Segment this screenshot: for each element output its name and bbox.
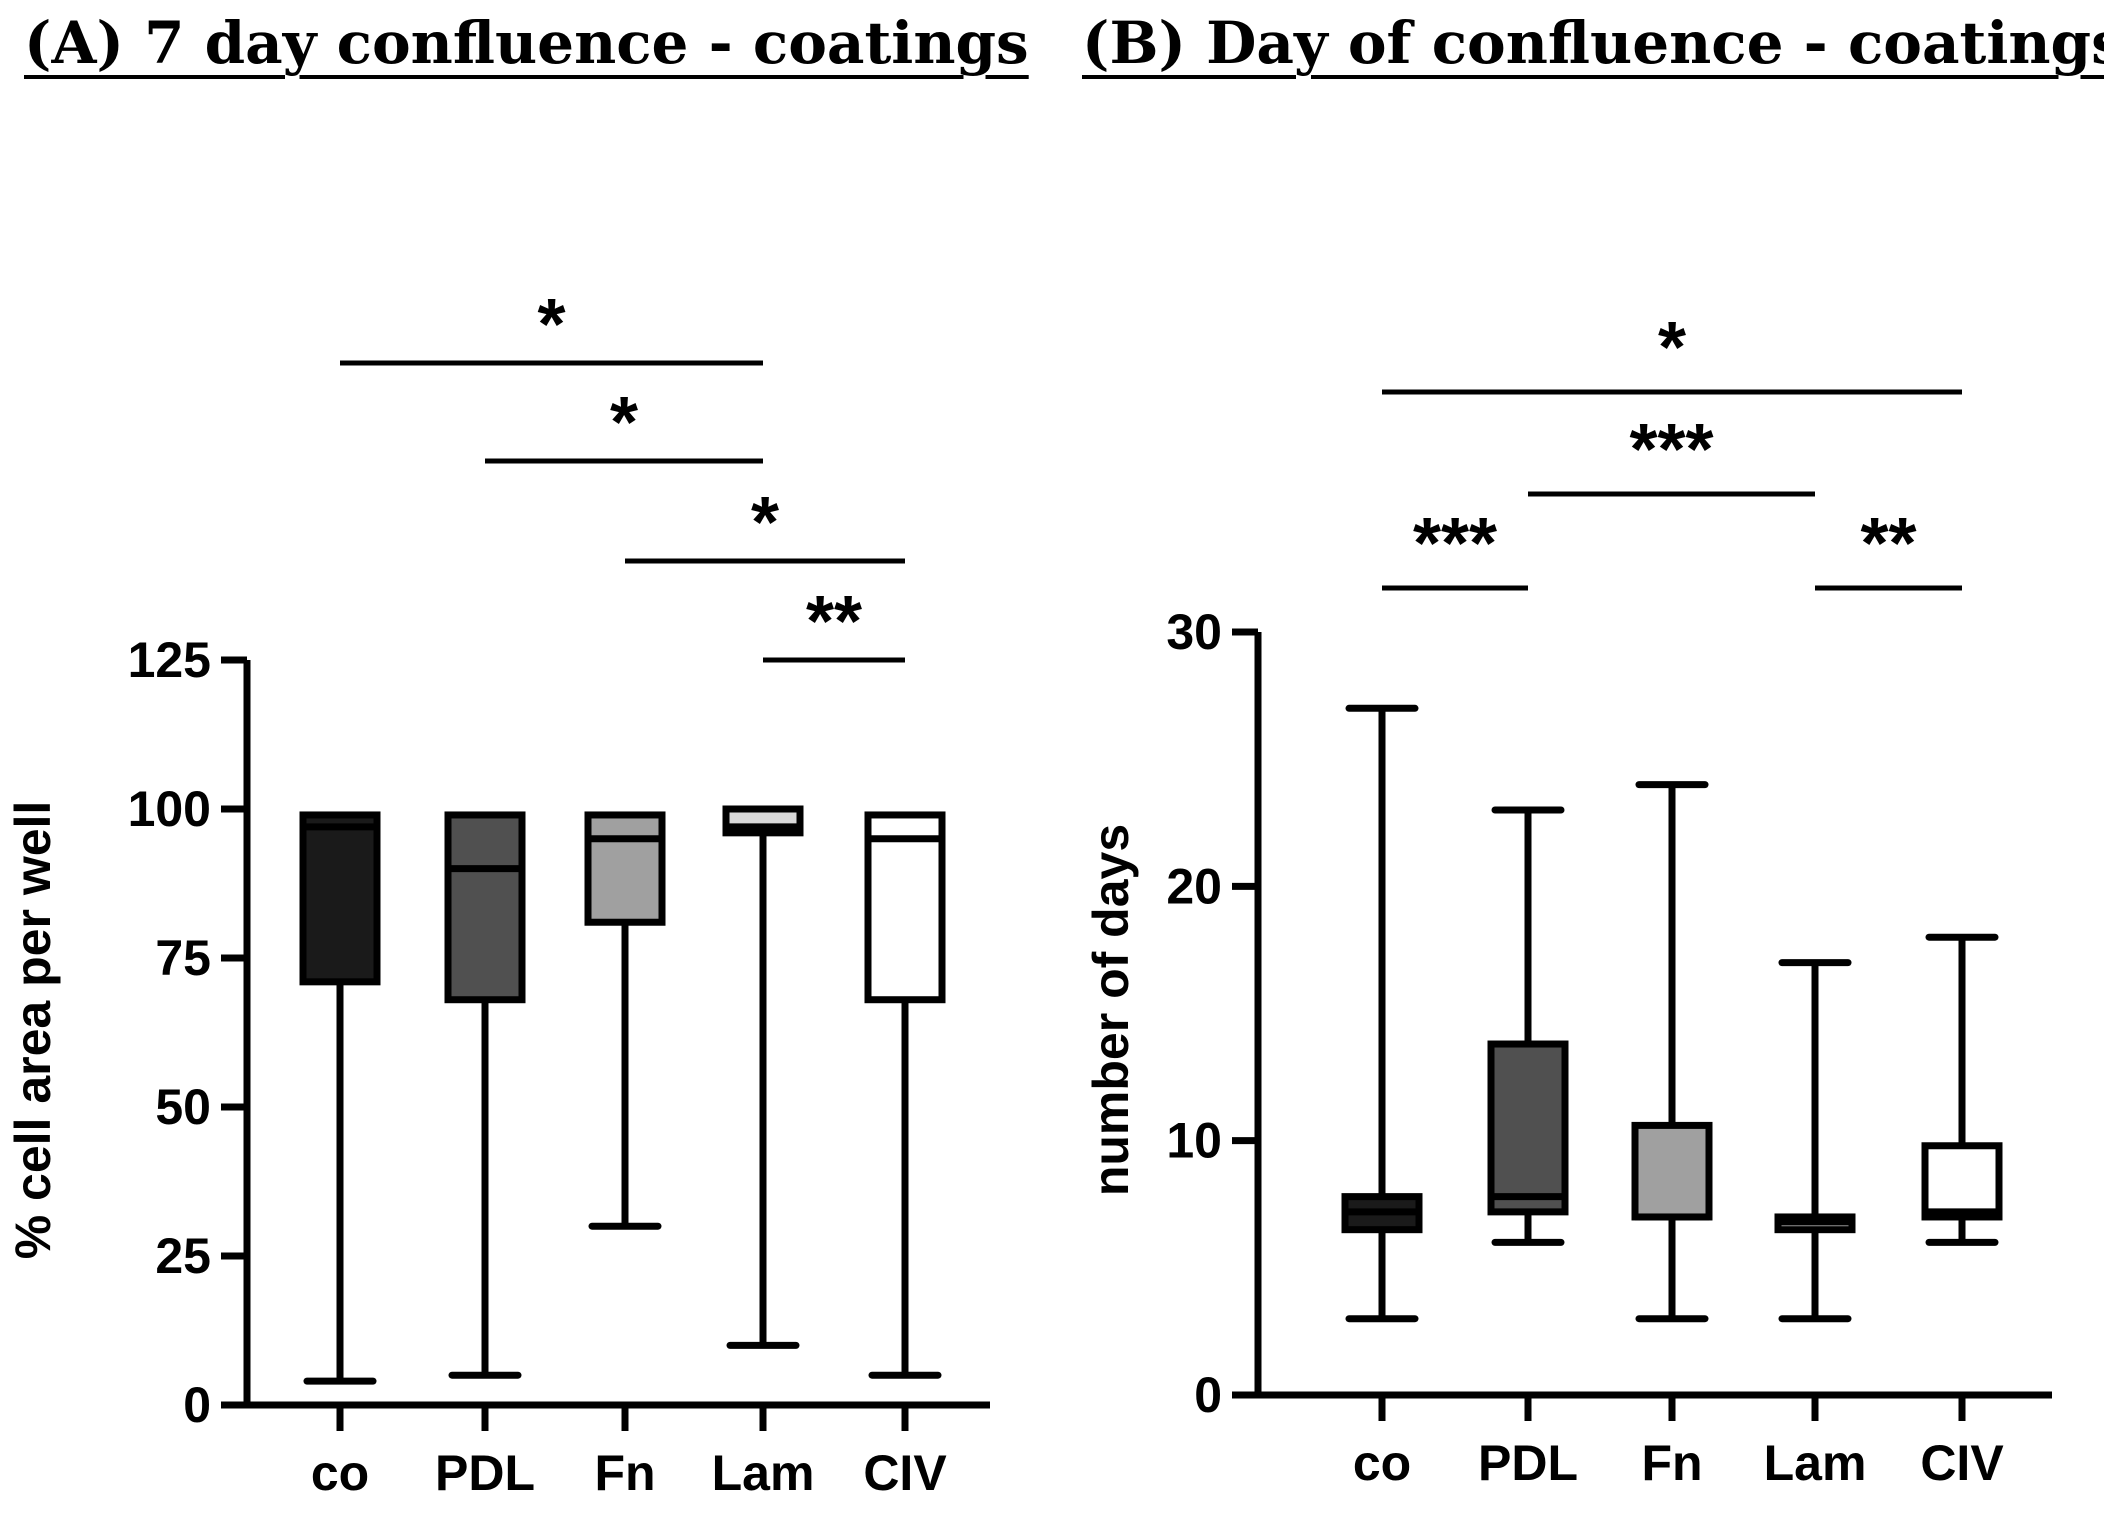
y-tick-label: 100 bbox=[128, 781, 211, 837]
significance-label: * bbox=[751, 483, 779, 563]
y-tick-label: 75 bbox=[155, 930, 211, 986]
significance-label: * bbox=[1658, 308, 1686, 388]
box bbox=[1921, 1142, 2003, 1221]
x-tick-label: CIV bbox=[1920, 1435, 2004, 1491]
box bbox=[444, 811, 526, 1004]
box bbox=[1631, 1121, 1713, 1221]
y-axis-label: number of days bbox=[1083, 824, 1139, 1196]
x-tick-label: co bbox=[311, 1445, 369, 1501]
box bbox=[584, 811, 666, 926]
x-tick-label: PDL bbox=[435, 1445, 535, 1501]
significance-label: * bbox=[610, 383, 638, 463]
x-tick-label: Lam bbox=[1764, 1435, 1867, 1491]
x-tick-label: Lam bbox=[712, 1445, 815, 1501]
y-tick-label: 30 bbox=[1166, 604, 1222, 660]
y-tick-label: 50 bbox=[155, 1079, 211, 1135]
x-tick-label: Fn bbox=[594, 1445, 655, 1501]
y-tick-label: 25 bbox=[155, 1228, 211, 1284]
x-tick-label: PDL bbox=[1478, 1435, 1578, 1491]
y-tick-label: 20 bbox=[1166, 858, 1222, 914]
panel-a-title: (A) 7 day confluence - coatings bbox=[24, 9, 1029, 77]
significance-label: *** bbox=[1629, 410, 1713, 490]
x-tick-label: co bbox=[1353, 1435, 1411, 1491]
y-tick-label: 125 bbox=[128, 632, 211, 688]
y-tick-label: 0 bbox=[1194, 1367, 1222, 1423]
box bbox=[864, 811, 946, 1004]
box bbox=[299, 811, 381, 986]
y-tick-label: 0 bbox=[183, 1377, 211, 1433]
significance-label: ** bbox=[806, 582, 862, 662]
panel-a-chart: 0 25 50 75 100 125 % cell area per well co PDL Fn… bbox=[5, 285, 990, 1501]
panel-b-title: (B) Day of confluence - coatings bbox=[1082, 9, 2104, 77]
significance-label: *** bbox=[1413, 504, 1497, 584]
x-tick-label: CIV bbox=[863, 1445, 947, 1501]
y-tick-label: 10 bbox=[1166, 1113, 1222, 1169]
x-tick-label: Fn bbox=[1641, 1435, 1702, 1491]
y-axis-label: % cell area per well bbox=[5, 801, 61, 1260]
significance-label: ** bbox=[1860, 504, 1916, 584]
significance-label: * bbox=[537, 285, 565, 365]
box bbox=[1487, 1040, 1569, 1216]
